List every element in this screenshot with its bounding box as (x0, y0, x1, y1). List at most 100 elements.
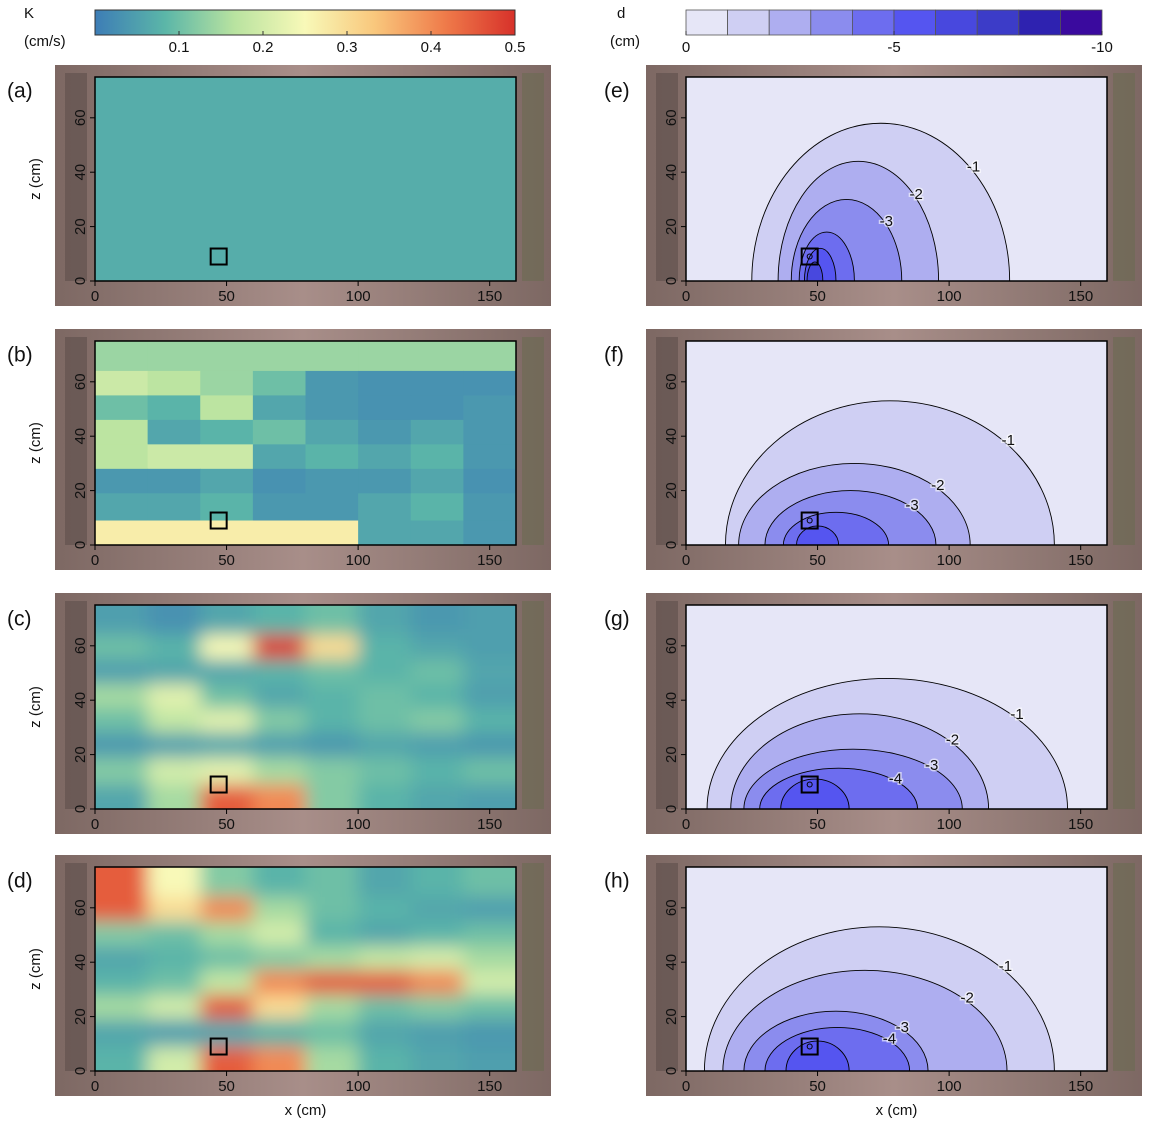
k-cell (147, 945, 201, 971)
x-tick-label: 100 (346, 552, 371, 569)
k-cell (410, 341, 464, 372)
source-marker (800, 775, 819, 794)
k-cell (410, 444, 464, 470)
k-cell (410, 395, 464, 421)
colorbar-tick-label: 0.1 (169, 39, 190, 56)
k-cell (95, 784, 149, 809)
source-marker (800, 511, 819, 530)
k-cell (463, 921, 516, 947)
k-cell (305, 468, 359, 494)
k-cell (463, 732, 516, 758)
k-cell (200, 921, 254, 947)
k-cell (305, 659, 359, 685)
k-cell (463, 370, 516, 396)
x-axis-label: x (cm) (285, 1102, 327, 1119)
k-cell (252, 605, 306, 636)
k-cell (147, 896, 201, 922)
k-cell (305, 1019, 359, 1048)
k-cell (358, 867, 412, 898)
y-axis-label: z (cm) (27, 158, 44, 200)
k-cell (305, 970, 359, 996)
k-cell (358, 732, 412, 758)
k-cell (200, 994, 254, 1020)
y-axis-label: z (cm) (27, 948, 44, 990)
panel-label: (e) (604, 80, 630, 103)
field-cells (95, 605, 516, 809)
k-cell (147, 708, 201, 734)
k-cell (305, 945, 359, 971)
k-cell (358, 757, 412, 786)
k-cell (410, 468, 464, 494)
colorbar-tick-label: -10 (1091, 39, 1113, 56)
contour-label: -1 (1002, 432, 1015, 449)
k-cell (252, 493, 306, 522)
y-tick-label: 40 (72, 954, 89, 971)
contour-label: -1 (967, 158, 980, 175)
x-tick-label: 150 (477, 552, 502, 569)
k-cell (252, 970, 306, 996)
k-cell (95, 419, 149, 445)
contour-label: -4 (889, 771, 902, 788)
frame-rail (656, 337, 678, 545)
k-cell (358, 945, 412, 971)
k-cell (410, 708, 464, 734)
y-tick-label: 20 (72, 482, 89, 499)
k-cell (463, 634, 516, 660)
k-cell (200, 683, 254, 709)
k-cell (463, 708, 516, 734)
panel-label: (h) (604, 870, 630, 893)
k-cell (358, 994, 412, 1020)
contour-label: -2 (931, 477, 944, 494)
k-cell (410, 1046, 464, 1071)
x-tick-label: 0 (682, 1078, 690, 1095)
y-tick-label: 60 (72, 637, 89, 654)
x-tick-label: 50 (809, 816, 826, 833)
x-tick-label: 100 (937, 288, 962, 305)
k-cell (305, 493, 359, 522)
x-tick-label: 50 (218, 1078, 235, 1095)
k-cell (252, 395, 306, 421)
k-cell (463, 605, 516, 636)
y-tick-label: 0 (72, 277, 89, 285)
k-cell (147, 732, 201, 758)
k-cell (200, 395, 254, 421)
k-cell (147, 1046, 201, 1071)
y-tick-label: 20 (72, 746, 89, 763)
panel-label: (g) (604, 608, 630, 631)
x-tick-label: 0 (682, 816, 690, 833)
k-cell (463, 493, 516, 522)
colorbar-tick-label: 0.4 (421, 39, 442, 56)
k-cell (252, 1046, 306, 1071)
k-cell (200, 945, 254, 971)
y-tick-label: 60 (72, 899, 89, 916)
x-tick-label: 100 (346, 816, 371, 833)
k-cell (410, 921, 464, 947)
source-point (806, 517, 813, 524)
k-cell (95, 945, 149, 971)
x-tick-label: 0 (91, 816, 99, 833)
y-tick-label: 0 (72, 541, 89, 549)
k-cell (95, 994, 149, 1020)
k-cell (463, 784, 516, 809)
k-cell (463, 994, 516, 1020)
k-cell (358, 896, 412, 922)
x-tick-label: 150 (1068, 552, 1093, 569)
y-tick-label: 0 (663, 805, 680, 813)
k-cell (200, 605, 254, 636)
colorbar-box (893, 9, 936, 36)
colorbar-unit: (cm/s) (24, 33, 66, 50)
plot-border (94, 604, 517, 810)
k-cell (252, 683, 306, 709)
plot-border (685, 604, 1108, 810)
k-cell (252, 896, 306, 922)
source-marker (800, 247, 819, 266)
colorbar-box (685, 9, 728, 36)
colorbar-box (976, 9, 1020, 36)
plot-border (94, 340, 517, 546)
k-cell (95, 77, 516, 281)
field (95, 77, 516, 281)
k-cell (463, 867, 516, 898)
k-cell (252, 1019, 306, 1048)
x-tick-label: 50 (218, 816, 235, 833)
source-marker (209, 511, 228, 530)
